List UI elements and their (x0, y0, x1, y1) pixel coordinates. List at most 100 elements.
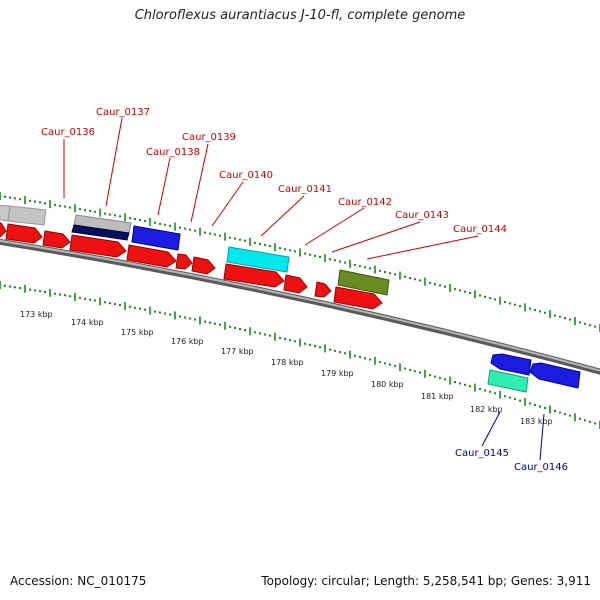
cds-arrow (175, 253, 193, 270)
scale-dot (39, 201, 41, 204)
scale-dot (584, 322, 586, 325)
scale-dot (529, 402, 531, 405)
scale-dot (509, 396, 511, 399)
gene-label[interactable]: Caur_0143 (395, 210, 449, 221)
scale-dot (494, 392, 496, 395)
scale-dot (119, 304, 121, 306)
scale-dot (579, 417, 581, 420)
scale-dot (454, 381, 456, 383)
scale-dot (289, 339, 291, 342)
scale-dot (69, 295, 71, 298)
gene-label[interactable]: Caur_0140 (219, 170, 273, 181)
scale-dot (544, 407, 546, 409)
gene-track-colored (131, 225, 581, 393)
scale-dot (359, 356, 361, 358)
scale-dot (159, 222, 161, 225)
gene-label[interactable]: Caur_0145 (455, 448, 509, 459)
scale-label: 180 kbp (371, 380, 404, 389)
scale-dot (304, 252, 306, 255)
scale-dot (469, 292, 471, 294)
scale-dot (329, 258, 331, 261)
scale-dot (64, 294, 66, 297)
scale-dot (229, 236, 231, 239)
scale-dot (209, 321, 211, 324)
scale-dot (344, 352, 346, 355)
scale-dot (579, 321, 581, 324)
cds-arrow (191, 256, 216, 275)
gene-label[interactable]: Caur_0146 (514, 462, 568, 473)
scale-dot (119, 215, 121, 218)
scale-dot (544, 311, 546, 314)
scale-dot (379, 269, 381, 272)
scale-dot (354, 354, 356, 357)
scale-dot (484, 389, 486, 392)
scale-dot (309, 253, 311, 256)
scale-dot (559, 411, 561, 414)
scale-dot (394, 273, 396, 276)
scale-label: 179 kbp (321, 369, 354, 378)
scale-dot (554, 314, 556, 317)
cds-arrow (69, 234, 127, 258)
gene-label[interactable]: Caur_0141 (278, 184, 332, 195)
scale-dot (54, 203, 56, 206)
scale-dot (184, 316, 186, 319)
gene-label[interactable]: Caur_0142 (338, 197, 392, 208)
scale-dot (159, 311, 161, 314)
genome-backbone (0, 238, 600, 375)
scale-dot (59, 204, 61, 207)
scale-dot (514, 398, 516, 401)
scale-label: 176 kbp (171, 337, 204, 346)
scale-dot (479, 294, 481, 297)
scale-dot (384, 362, 386, 365)
scale-dot (104, 212, 106, 215)
scale-dot (319, 255, 321, 258)
scale-dot (564, 317, 566, 320)
scale-dot (404, 367, 406, 370)
scale-dot (314, 345, 316, 347)
scale-dot (129, 217, 131, 220)
scale-dot (89, 210, 91, 212)
scale-dot (9, 196, 11, 199)
scale-dot (29, 288, 31, 291)
scale-dot (134, 306, 136, 309)
scale-dot (404, 275, 406, 278)
scale-dot (79, 296, 81, 299)
scale-dot (519, 399, 521, 402)
scale-dot (14, 286, 16, 289)
scale-dot (384, 271, 386, 273)
scale-dot (504, 395, 506, 398)
scale-dot (259, 242, 261, 245)
scale-dot (389, 272, 391, 275)
scale-dot (264, 243, 266, 246)
scale-dot (509, 302, 511, 305)
scale-dot (434, 375, 436, 378)
scale-dot (439, 376, 441, 379)
scale-dot (189, 228, 191, 231)
scale-dot (589, 324, 591, 327)
scale-dot (329, 348, 331, 351)
scale-dot (284, 248, 286, 251)
scale-dot (539, 405, 541, 408)
gene-label[interactable]: Caur_0138 (146, 147, 200, 158)
scale-dot (164, 223, 166, 226)
scale-dot (259, 332, 261, 335)
scale-dot (539, 310, 541, 313)
scale-dot (239, 328, 241, 330)
scale-dot (14, 197, 16, 200)
scale-dot (84, 297, 86, 300)
scale-dot (364, 266, 366, 269)
scale-dot (344, 261, 346, 264)
gene-label[interactable]: Caur_0144 (453, 224, 507, 235)
scale-dot (364, 357, 366, 360)
scale-dot (284, 338, 286, 340)
gene-label[interactable]: Caur_0136 (41, 127, 95, 138)
gene-label[interactable]: Caur_0139 (182, 132, 236, 143)
gene-label[interactable]: Caur_0137 (96, 107, 150, 118)
scale-dot (589, 420, 591, 423)
scale-dot (354, 263, 356, 266)
scale-dot (469, 385, 471, 388)
scale-label: 175 kbp (121, 328, 154, 337)
scale-dot (139, 219, 141, 221)
scale-dot (94, 299, 96, 302)
scale-dot (244, 239, 246, 242)
